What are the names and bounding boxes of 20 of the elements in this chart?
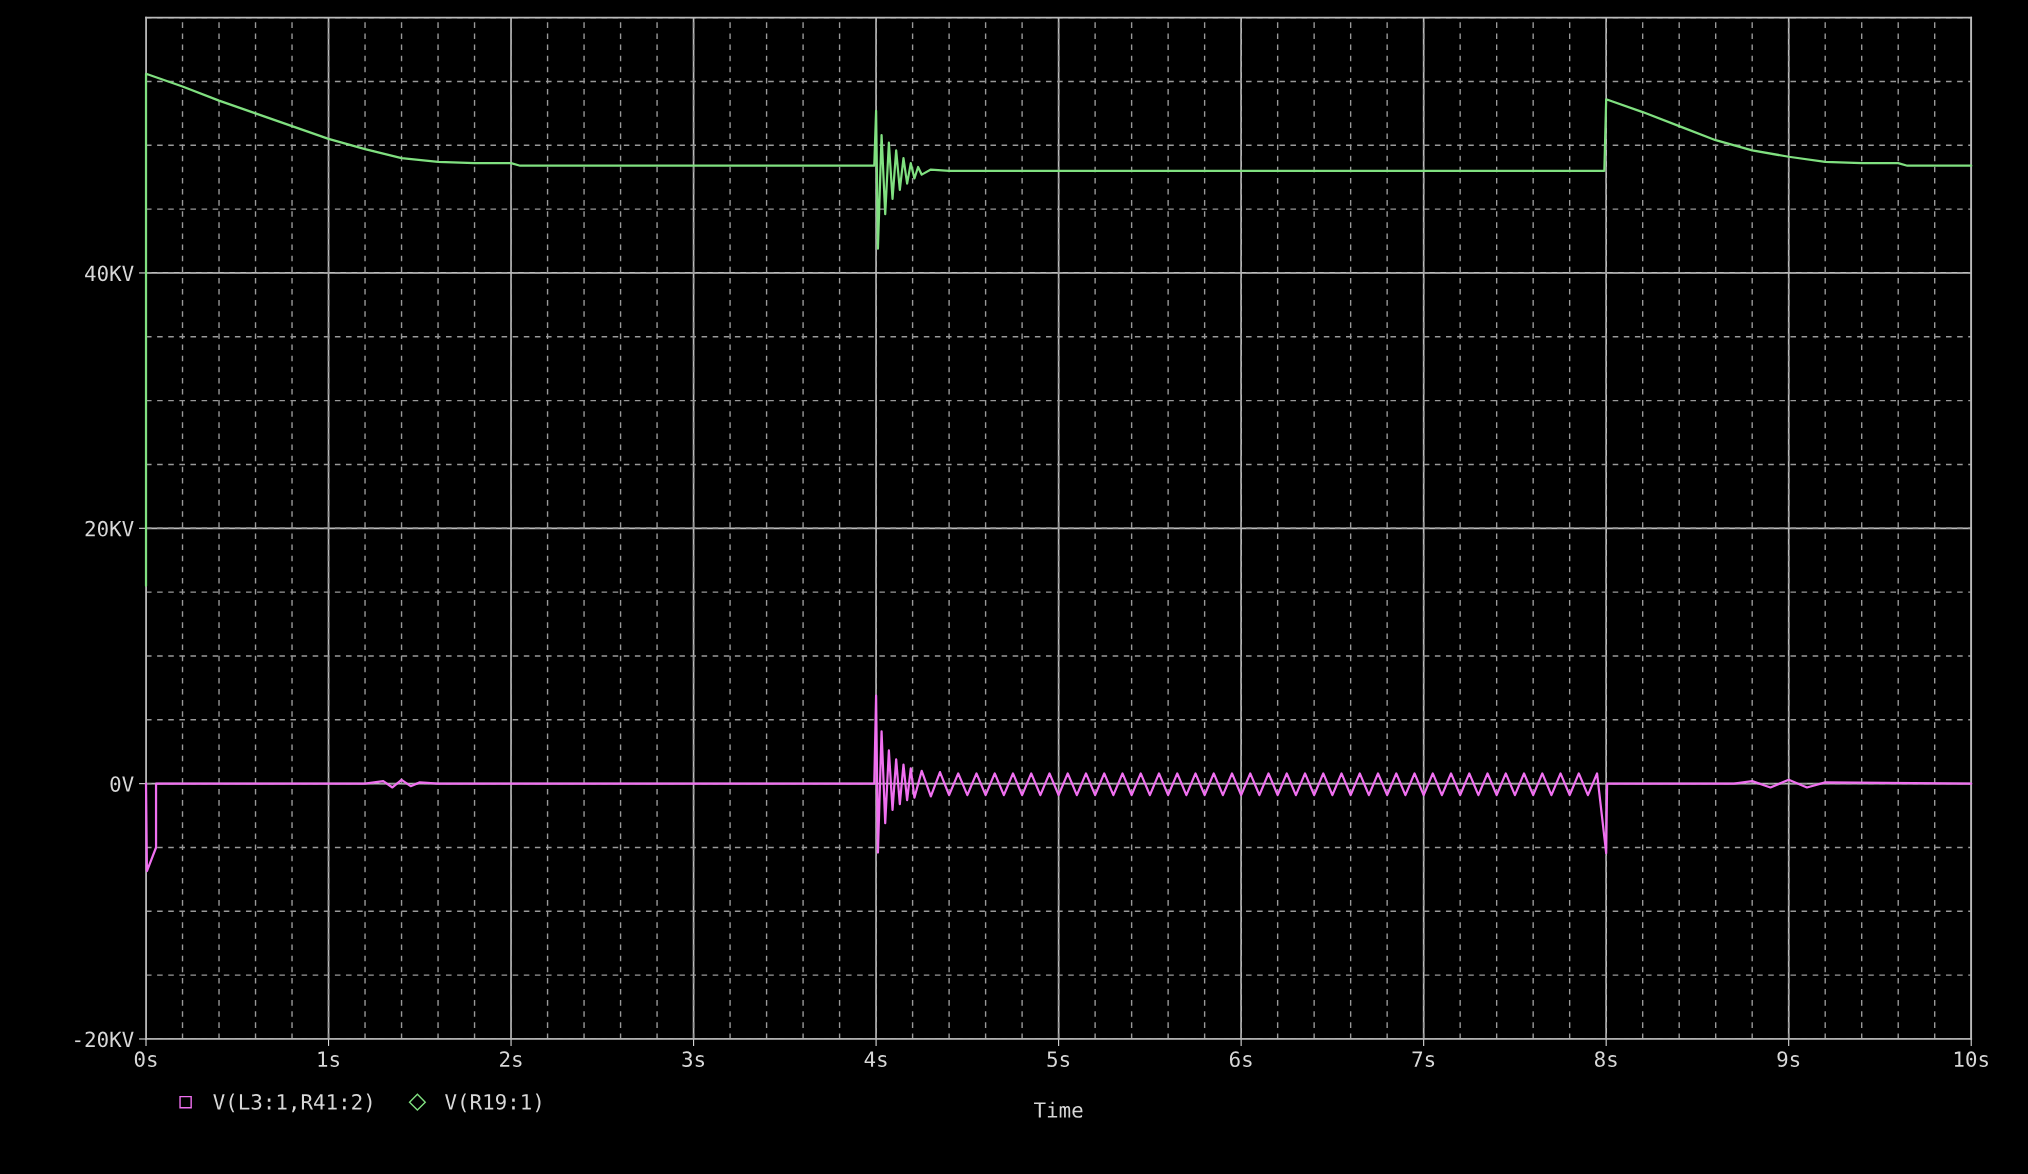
- x-tick-label: 9s: [1777, 1051, 1800, 1068]
- x-tick-label: 0s: [134, 1051, 157, 1068]
- x-axis-title: Time: [1034, 1101, 1083, 1118]
- x-tick-label: 5s: [1047, 1051, 1070, 1068]
- y-tick-label: 20KV: [85, 520, 134, 537]
- x-tick-label: 1s: [318, 1051, 340, 1068]
- x-tick-label: 10s: [1954, 1051, 1988, 1068]
- y-tick-label: 0V: [110, 776, 134, 792]
- x-tick-label: 3s: [682, 1051, 705, 1068]
- x-tick-label: 7s: [1412, 1051, 1435, 1068]
- legend-label: V(R19:1): [445, 1093, 541, 1113]
- x-tick-label: 6s: [1229, 1051, 1252, 1068]
- x-tick-label: 2s: [500, 1051, 522, 1068]
- x-tick-label: 4s: [864, 1051, 887, 1068]
- y-tick-label: 40KV: [85, 265, 134, 282]
- x-tick-label: 8s: [1594, 1051, 1617, 1068]
- y-tick-label: -20KV: [75, 1031, 134, 1048]
- line-series: [144, 72, 1973, 587]
- line-series: [144, 694, 1973, 873]
- legend-label: V(L3:1,R41:2): [213, 1093, 372, 1113]
